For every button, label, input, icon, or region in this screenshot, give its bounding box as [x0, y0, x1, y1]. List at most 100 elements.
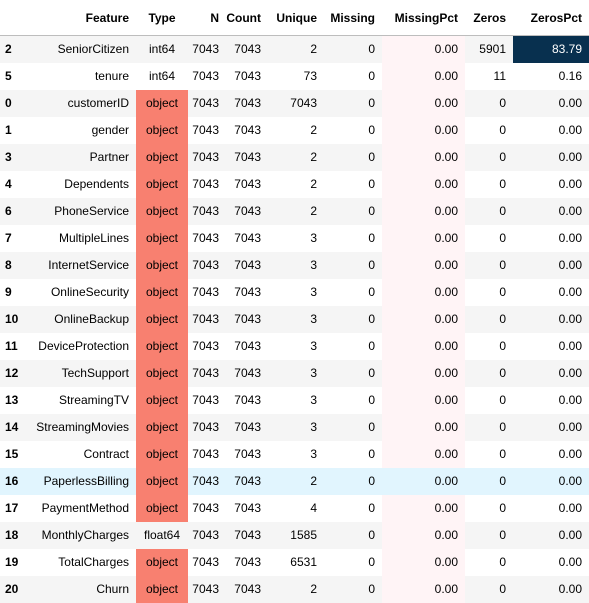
count-cell: 7043: [234, 366, 261, 380]
type-cell: object: [136, 90, 188, 117]
count-cell: 7043: [234, 123, 261, 137]
zeros-pct-cell: 0.00: [558, 123, 582, 137]
zeros-pct-cell: 0.00: [558, 204, 582, 218]
unique-cell: 2: [310, 150, 317, 164]
column-header-count: Count: [226, 0, 268, 36]
feature-cell: PaymentMethod: [41, 501, 129, 515]
row-index: 9: [5, 285, 12, 299]
missing-cell: 0: [368, 339, 375, 353]
count-cell: 7043: [234, 393, 261, 407]
missing-pct-cell: 0.00: [382, 63, 465, 90]
n-cell: 7043: [192, 258, 219, 272]
missing-cell: 0: [368, 69, 375, 83]
feature-cell: OnlineSecurity: [50, 285, 129, 299]
missing-cell: 0: [368, 420, 375, 434]
type-cell: object: [136, 576, 188, 603]
table-row: 3 Partner object 7043 7043 2 0 0.00 0 0.00: [0, 144, 589, 171]
row-index: 16: [5, 474, 19, 488]
feature-cell: MultipleLines: [58, 231, 129, 245]
missing-cell: 0: [368, 285, 375, 299]
n-cell: 7043: [192, 285, 219, 299]
row-index: 18: [5, 528, 19, 542]
type-cell: object: [136, 333, 188, 360]
table-row: 1 gender object 7043 7043 2 0 0.00 0 0.00: [0, 117, 589, 144]
row-index: 14: [5, 420, 19, 434]
n-cell: 7043: [192, 312, 219, 326]
feature-cell: DeviceProtection: [38, 339, 129, 353]
type-cell: object: [136, 414, 188, 441]
unique-cell: 3: [310, 366, 317, 380]
unique-cell: 3: [310, 393, 317, 407]
missing-cell: 0: [368, 96, 375, 110]
unique-cell: 1585: [290, 528, 317, 542]
unique-cell: 3: [310, 231, 317, 245]
unique-cell: 3: [310, 447, 317, 461]
feature-cell: InternetService: [48, 258, 129, 272]
count-cell: 7043: [234, 555, 261, 569]
feature-cell: TechSupport: [61, 366, 129, 380]
n-cell: 7043: [192, 582, 219, 596]
zeros-cell: 0: [499, 177, 506, 191]
n-cell: 7043: [192, 42, 219, 56]
feature-cell: PaperlessBilling: [43, 474, 129, 488]
row-index: 3: [5, 150, 12, 164]
zeros-pct-cell: 0.00: [558, 528, 582, 542]
missing-pct-cell: 0.00: [382, 360, 465, 387]
n-cell: 7043: [192, 339, 219, 353]
missing-cell: 0: [368, 204, 375, 218]
table-row: 14 StreamingMovies object 7043 7043 3 0 0.00 0 0.…: [0, 414, 589, 441]
n-cell: 7043: [192, 420, 219, 434]
zeros-cell: 0: [499, 555, 506, 569]
zeros-cell: 0: [499, 474, 506, 488]
type-cell: object: [136, 468, 188, 495]
column-header-missing-pct: MissingPct: [382, 0, 465, 36]
type-cell: object: [136, 549, 188, 576]
n-cell: 7043: [192, 528, 219, 542]
unique-cell: 2: [310, 177, 317, 191]
n-cell: 7043: [192, 501, 219, 515]
count-cell: 7043: [234, 285, 261, 299]
missing-pct-cell: 0.00: [382, 441, 465, 468]
zeros-pct-cell: 0.00: [558, 501, 582, 515]
missing-pct-cell: 0.00: [382, 522, 465, 549]
row-index: 15: [5, 447, 19, 461]
missing-pct-cell: 0.00: [382, 414, 465, 441]
unique-cell: 2: [310, 582, 317, 596]
type-cell: int64: [148, 42, 176, 56]
row-index: 2: [5, 42, 12, 56]
table-row: 12 TechSupport object 7043 7043 3 0 0.00 0 0.00: [0, 360, 589, 387]
table-row: 19 TotalCharges object 7043 7043 6531 0 0.00 0 0.…: [0, 549, 589, 576]
zeros-cell: 0: [499, 123, 506, 137]
count-cell: 7043: [234, 420, 261, 434]
zeros-cell: 0: [499, 366, 506, 380]
row-index: 10: [5, 312, 19, 326]
row-index: 7: [5, 231, 12, 245]
table-body: 2 SeniorCitizen int64 7043 7043 2 0 0.00 5901 83.…: [0, 35, 589, 603]
count-cell: 7043: [234, 339, 261, 353]
table-row: 4 Dependents object 7043 7043 2 0 0.00 0 0.00: [0, 171, 589, 198]
missing-cell: 0: [368, 258, 375, 272]
n-cell: 7043: [192, 366, 219, 380]
missing-cell: 0: [368, 447, 375, 461]
count-cell: 7043: [234, 204, 261, 218]
zeros-cell: 0: [499, 204, 506, 218]
n-cell: 7043: [192, 447, 219, 461]
table-row: 8 InternetService object 7043 7043 3 0 0.00 0 0.0…: [0, 252, 589, 279]
type-cell: object: [136, 252, 188, 279]
zeros-pct-cell: 0.00: [558, 258, 582, 272]
row-index: 13: [5, 393, 19, 407]
zeros-pct-cell: 0.00: [558, 312, 582, 326]
missing-pct-cell: 0.00: [382, 495, 465, 522]
feature-cell: TotalCharges: [58, 555, 129, 569]
n-cell: 7043: [192, 231, 219, 245]
count-cell: 7043: [234, 528, 261, 542]
n-cell: 7043: [192, 204, 219, 218]
type-cell: object: [136, 171, 188, 198]
type-cell: object: [136, 144, 188, 171]
count-cell: 7043: [234, 474, 261, 488]
missing-cell: 0: [368, 555, 375, 569]
unique-cell: 3: [310, 339, 317, 353]
count-cell: 7043: [234, 312, 261, 326]
type-cell: object: [136, 387, 188, 414]
